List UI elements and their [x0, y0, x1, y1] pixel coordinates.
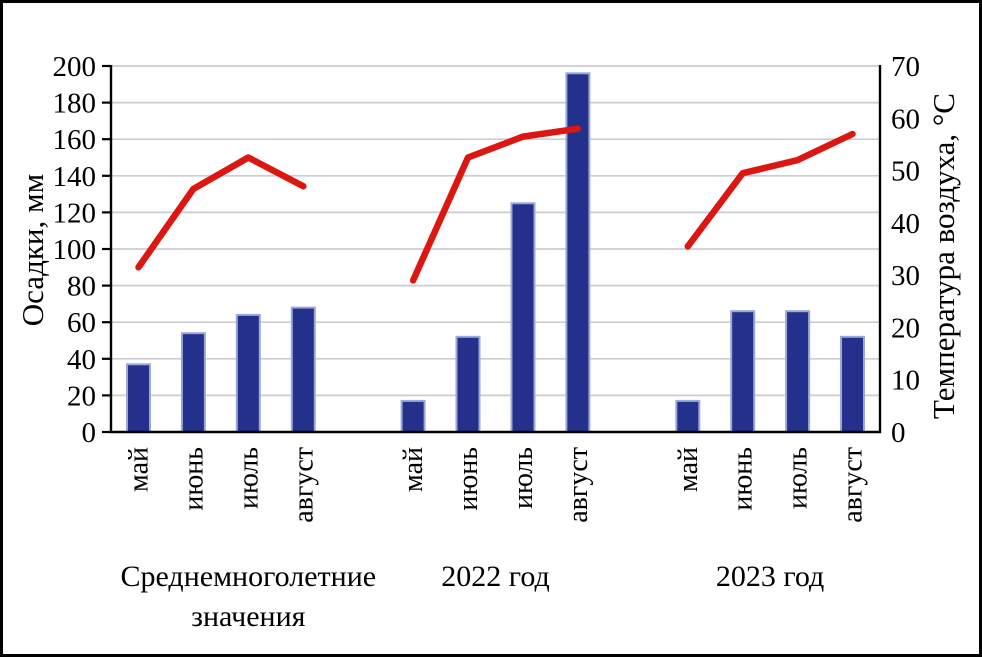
left-axis-title: Осадки, мм — [15, 174, 50, 326]
left-tick-label: 180 — [53, 88, 97, 120]
month-label: май — [398, 447, 429, 492]
group-label: 2022 год — [441, 560, 549, 593]
right-tick-label: 40 — [891, 208, 920, 240]
plot-area: 0 20 40 60 80 100 120 140 160 180 200 0 10 20 30 40 50 60… — [53, 51, 921, 633]
temp-line — [409, 125, 582, 284]
left-tick-label: 20 — [67, 380, 96, 412]
precip-bar — [510, 202, 536, 434]
left-tick-label: 80 — [67, 271, 96, 303]
precip-bar — [730, 310, 756, 434]
temp-line — [684, 130, 856, 250]
month-label: июнь — [453, 447, 484, 511]
right-tick-label: 20 — [891, 312, 920, 344]
month-label: август — [838, 447, 869, 523]
right-tick-label: 30 — [891, 260, 920, 292]
precip-bar — [235, 313, 261, 433]
precip-bar — [455, 335, 481, 433]
month-label: июнь — [178, 447, 209, 511]
month-label: июнь — [728, 447, 759, 511]
left-tick-label: 160 — [53, 124, 97, 156]
precip-bar — [400, 399, 426, 433]
month-label: август — [563, 447, 594, 523]
month-label: август — [288, 447, 319, 523]
right-tick-label: 10 — [891, 365, 920, 397]
left-tick-label: 200 — [53, 51, 97, 83]
left-tick-label: 0 — [82, 417, 97, 449]
right-tick-label: 60 — [891, 103, 920, 135]
right-tick-label: 70 — [891, 51, 920, 83]
month-label: июль — [233, 447, 264, 509]
month-label: июль — [783, 447, 814, 509]
temp-line — [135, 154, 307, 271]
precip-bar — [290, 306, 316, 434]
precip-bar — [840, 335, 865, 433]
left-tick-label: 120 — [53, 197, 97, 229]
month-label: май — [673, 447, 704, 492]
left-tick-label: 40 — [67, 344, 96, 376]
group-label: Среднемноголетние — [121, 560, 377, 593]
left-tick-label: 100 — [53, 234, 97, 266]
left-tick-label: 140 — [53, 161, 97, 193]
month-label: июль — [508, 447, 539, 509]
precip-bar — [180, 332, 206, 434]
right-tick-label: 50 — [891, 156, 920, 188]
month-label: май — [124, 447, 155, 492]
right-axis-title: Температура воздуха, °C — [926, 93, 961, 419]
group-label: значения — [191, 600, 306, 633]
precip-bar — [785, 310, 811, 434]
group-label: 2023 год — [716, 560, 824, 593]
precip-bar — [675, 399, 701, 433]
right-tick-label: 0 — [891, 417, 906, 449]
left-tick-label: 60 — [67, 307, 96, 339]
precip-bar — [126, 363, 151, 433]
climate-combo-chart: Осадки, мм Температура воздуха, °C 0 20 40… — [15, 51, 961, 633]
